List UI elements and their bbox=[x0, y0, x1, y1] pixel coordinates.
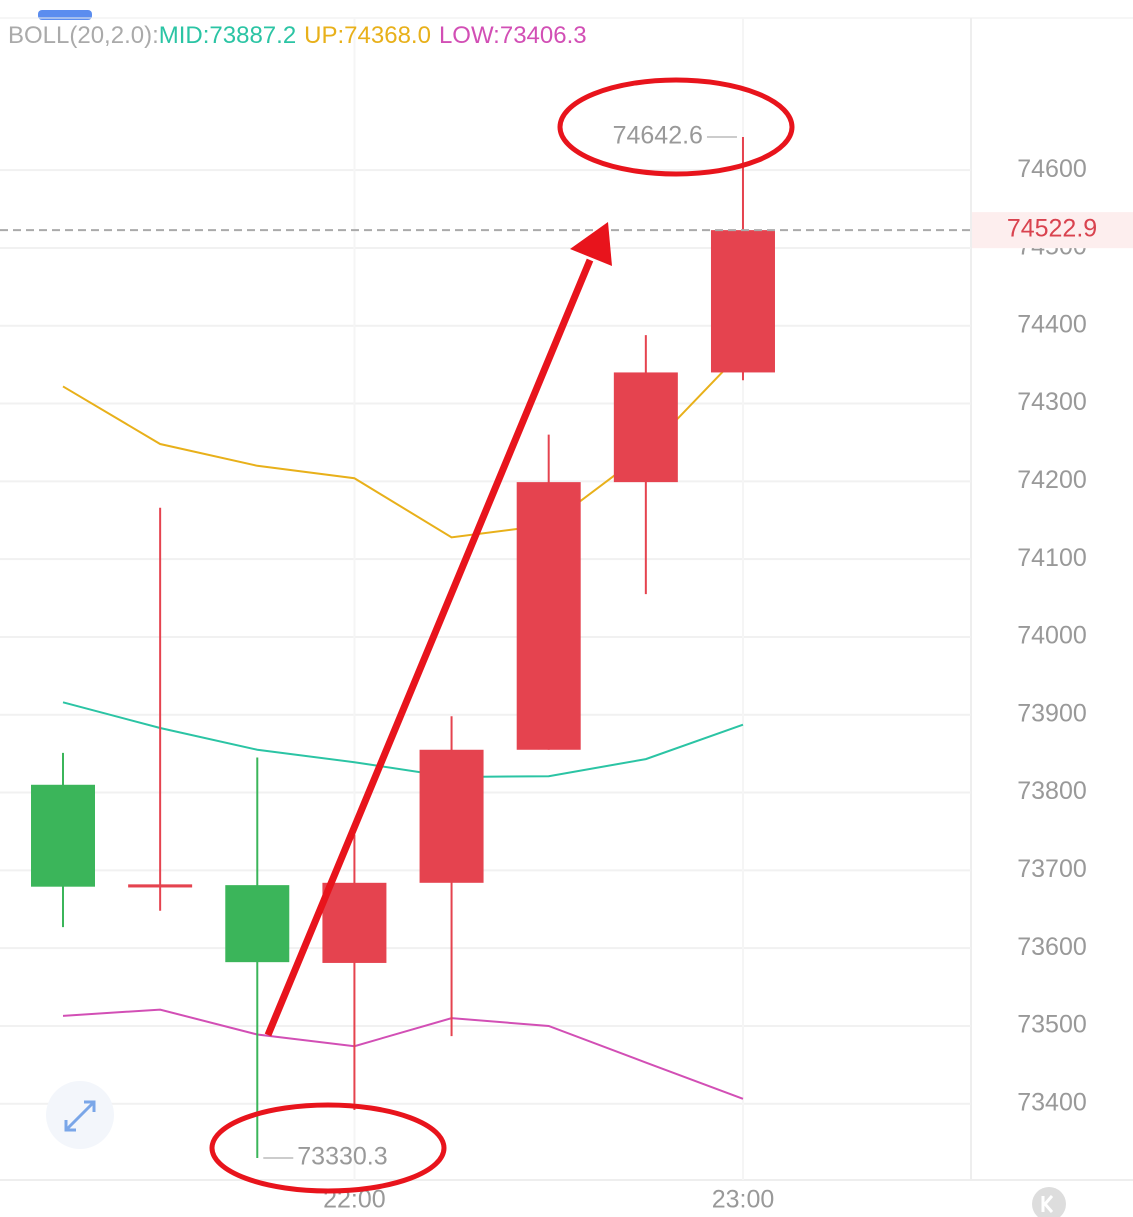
candle-body bbox=[31, 784, 95, 887]
expand-icon bbox=[64, 1100, 96, 1132]
candle-body bbox=[322, 882, 387, 963]
scroll-end-icon bbox=[1041, 1195, 1054, 1213]
y-tick-label: 73600 bbox=[1017, 933, 1087, 961]
y-tick-label: 73900 bbox=[1017, 699, 1087, 727]
legend-entry: LOW:73406.3 bbox=[439, 22, 587, 49]
y-tick-label: 73400 bbox=[1017, 1088, 1087, 1116]
y-tick-label: 74000 bbox=[1017, 622, 1087, 650]
y-tick-label: 74300 bbox=[1017, 388, 1087, 416]
scroll-end-button[interactable] bbox=[1032, 1187, 1066, 1217]
y-axis: 73400 73500 73600 73700 73800 73900 74000 74100… bbox=[323, 155, 1087, 1214]
trend-arrowhead bbox=[570, 222, 612, 266]
y-tick-label: 74600 bbox=[1017, 155, 1087, 183]
x-tick-label: 23:00 bbox=[712, 1186, 775, 1214]
indicator-legend: BOLL(20,2.0):MID:73887.2 UP:74368.0 LOW:73… bbox=[8, 22, 587, 49]
current-price-box bbox=[972, 212, 1133, 249]
high-marker-label: 74642.6 bbox=[613, 122, 703, 150]
candle-body bbox=[613, 372, 678, 483]
y-tick-label: 73800 bbox=[1017, 777, 1087, 805]
highlight-ellipse bbox=[209, 1102, 447, 1194]
candle-body bbox=[128, 884, 193, 888]
candle-body bbox=[710, 230, 775, 373]
indicator-line bbox=[62, 701, 744, 778]
candle-body bbox=[419, 749, 484, 883]
trend-arrow bbox=[264, 258, 594, 1037]
legend-entry: UP:74368.0 bbox=[304, 22, 431, 49]
y-tick-label: 74400 bbox=[1017, 310, 1087, 338]
candle-body bbox=[516, 482, 581, 750]
y-tick-label: 73700 bbox=[1017, 855, 1087, 883]
highlight-ellipse bbox=[557, 77, 795, 177]
low-marker-label: 73330.3 bbox=[297, 1143, 387, 1171]
y-tick-label: 73500 bbox=[1017, 1011, 1087, 1039]
annotations: 74522.9 74642.6 73330.3 bbox=[0, 77, 1133, 1194]
y-tick-label: 74100 bbox=[1017, 544, 1087, 572]
candle-body bbox=[225, 885, 290, 963]
candles bbox=[31, 137, 775, 1158]
indicator-line bbox=[62, 1008, 744, 1100]
legend-entry: MID:73887.2 bbox=[159, 22, 296, 49]
current-price-label: 74522.9 bbox=[1007, 215, 1097, 243]
indicator-name: BOLL(20,2.0): bbox=[8, 22, 159, 49]
y-tick-label: 74200 bbox=[1017, 466, 1087, 494]
